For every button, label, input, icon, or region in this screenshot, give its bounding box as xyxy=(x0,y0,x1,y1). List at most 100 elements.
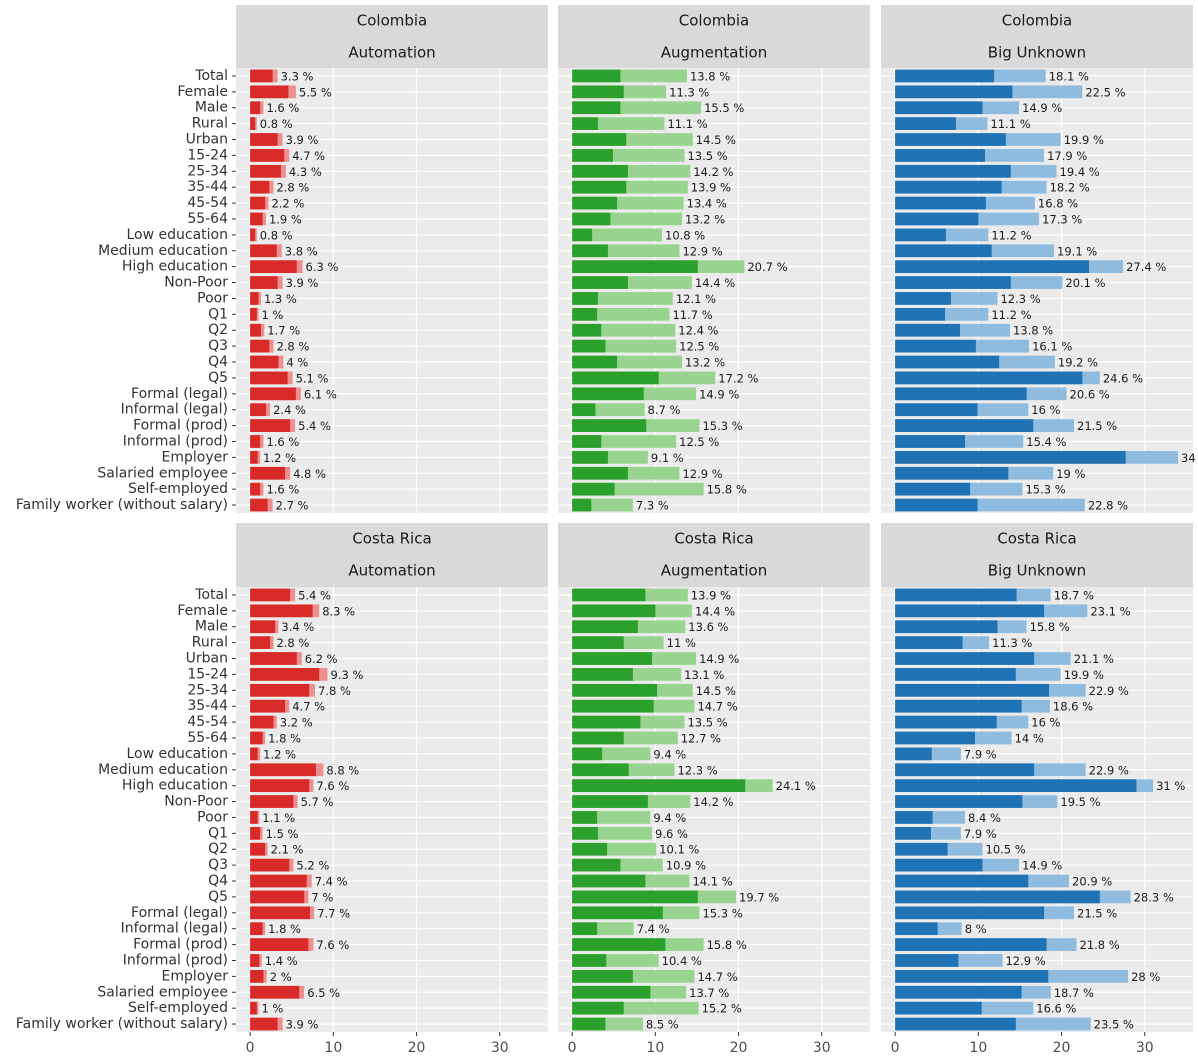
y-tick-label: Formal (prod) xyxy=(133,937,228,953)
value-label: 12.3 % xyxy=(1000,292,1040,306)
value-label: 10.9 % xyxy=(666,859,706,873)
y-tick-label: 45-54 xyxy=(187,195,228,211)
bar-inner xyxy=(895,970,1049,983)
y-tick-label: Male xyxy=(195,619,228,635)
bar-inner xyxy=(572,292,598,305)
y-tick-label: Urban xyxy=(186,651,228,667)
strip-country: Colombia xyxy=(679,12,750,30)
value-label: 14.9 % xyxy=(1022,101,1062,115)
bar-inner xyxy=(572,588,646,602)
value-label: 1 % xyxy=(261,1002,283,1016)
y-tick-label: Rural xyxy=(192,635,228,651)
value-label: 10.1 % xyxy=(659,843,699,857)
value-label: 24.6 % xyxy=(1103,371,1143,385)
y-tick-label: 55-64 xyxy=(187,211,228,227)
value-label: 16.6 % xyxy=(1036,1002,1076,1016)
strip-panel: Big Unknown xyxy=(988,562,1086,580)
value-label: 13.7 % xyxy=(689,986,729,1000)
y-tick-label: Low education xyxy=(127,227,229,243)
bar-inner xyxy=(572,149,613,162)
bar-inner xyxy=(250,763,316,777)
value-label: 1.8 % xyxy=(268,922,301,936)
value-label: 7.9 % xyxy=(964,827,997,841)
bar-inner xyxy=(572,69,621,83)
y-tick-label: Q2 xyxy=(208,841,228,857)
value-label: 22.9 % xyxy=(1089,763,1129,777)
bar-inner xyxy=(895,117,956,130)
y-tick-label: Q5 xyxy=(208,889,228,905)
bar-inner xyxy=(895,699,1022,713)
value-label: 1.8 % xyxy=(268,731,301,745)
value-label: 13.9 % xyxy=(691,588,731,602)
value-label: 2.8 % xyxy=(276,181,309,195)
value-label: 15.8 % xyxy=(707,938,747,952)
value-label: 22.5 % xyxy=(1085,85,1125,99)
bar xyxy=(572,228,662,242)
bar-inner xyxy=(572,371,659,385)
bar-inner xyxy=(572,874,646,888)
x-tick-label: 30 xyxy=(491,1040,509,1056)
bar-inner xyxy=(895,482,971,496)
value-label: 7.7 % xyxy=(317,906,350,920)
bar-inner xyxy=(895,451,1126,464)
bar-inner xyxy=(895,69,995,83)
bar-inner xyxy=(895,811,933,824)
value-label: 12.9 % xyxy=(682,467,722,481)
bar-inner xyxy=(572,466,628,480)
bar-inner xyxy=(250,970,264,983)
value-label: 12.9 % xyxy=(1005,954,1045,968)
bar-inner xyxy=(250,307,257,321)
y-tick-label: Family worker (without salary) xyxy=(16,497,228,513)
bar-inner xyxy=(895,435,966,448)
bar-inner xyxy=(250,371,288,385)
bar-inner xyxy=(895,260,1089,274)
bar-inner xyxy=(250,133,278,146)
value-label: 1 % xyxy=(261,308,283,322)
value-label: 14.1 % xyxy=(692,875,732,889)
bar-inner xyxy=(572,355,618,369)
bar-inner xyxy=(250,435,261,448)
bar-inner xyxy=(250,588,291,602)
bar-inner xyxy=(572,938,666,951)
bar-inner xyxy=(572,763,629,777)
bar-inner xyxy=(572,133,627,146)
bar-inner xyxy=(895,403,978,417)
bar-inner xyxy=(250,85,289,99)
bar-inner xyxy=(250,938,309,951)
bar-inner xyxy=(250,858,290,872)
value-label: 12.5 % xyxy=(679,435,719,449)
bar-inner xyxy=(250,620,276,634)
y-tick-label: Informal (prod) xyxy=(123,433,228,449)
bar-inner xyxy=(895,588,1017,602)
strip-panel: Automation xyxy=(348,44,435,62)
y-tick-label: Female xyxy=(177,603,228,619)
bar-inner xyxy=(572,1017,606,1031)
value-label: 1.6 % xyxy=(266,483,299,497)
x-tick-label: 20 xyxy=(730,1040,748,1056)
value-label: 8.3 % xyxy=(322,604,355,618)
bar-inner xyxy=(895,292,951,305)
bar-inner xyxy=(895,922,938,936)
value-label: 18.1 % xyxy=(1049,69,1089,83)
value-label: 27.4 % xyxy=(1126,260,1166,274)
x-tick-label: 20 xyxy=(1053,1040,1071,1056)
value-label: 22.8 % xyxy=(1088,499,1128,513)
bar-inner xyxy=(572,212,611,226)
value-label: 14.9 % xyxy=(1022,859,1062,873)
value-label: 11.3 % xyxy=(669,85,709,99)
bar-inner xyxy=(895,826,931,840)
value-label: 21.1 % xyxy=(1074,652,1114,666)
bar-inner xyxy=(250,890,305,904)
value-label: 28 % xyxy=(1131,970,1160,984)
bar-inner xyxy=(895,164,1011,178)
bar-inner xyxy=(895,890,1100,904)
value-label: 15.2 % xyxy=(702,1002,742,1016)
bar-inner xyxy=(895,180,1002,194)
bar-inner xyxy=(895,244,992,258)
value-label: 14 % xyxy=(1015,731,1044,745)
y-tick-label: Informal (prod) xyxy=(123,952,228,968)
value-label: 3.8 % xyxy=(285,244,318,258)
bar-inner xyxy=(895,858,983,872)
